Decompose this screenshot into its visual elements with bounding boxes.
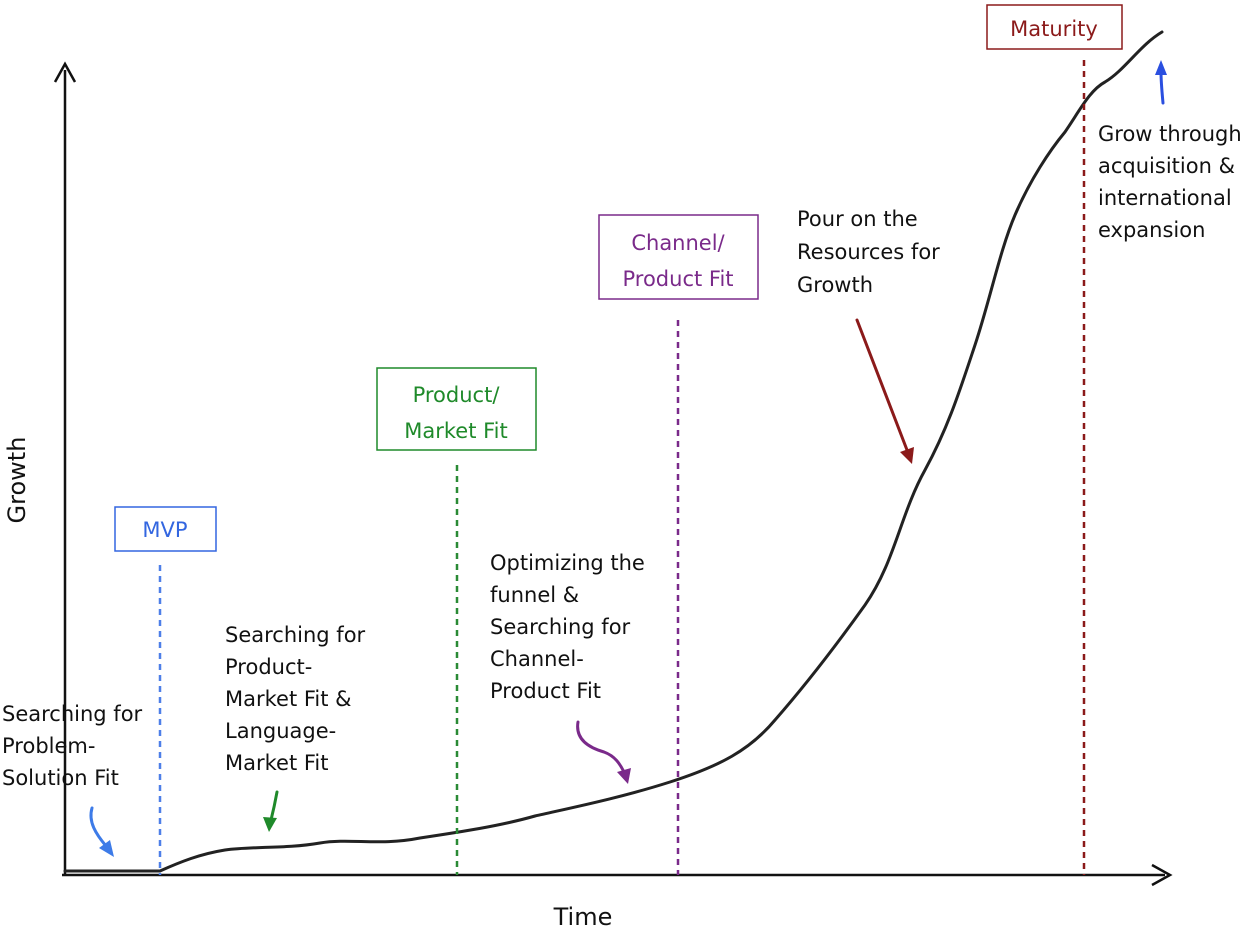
annotation-line: acquisition & xyxy=(1098,154,1235,178)
annotation-line: Solution Fit xyxy=(2,766,119,790)
maturity-label: Maturity xyxy=(1010,17,1098,41)
annotation-line: Optimizing the xyxy=(490,551,645,575)
acquisition-arrow-icon xyxy=(1155,60,1167,105)
annotation-optimizing: Optimizing the funnel & Searching for Ch… xyxy=(490,551,645,703)
channel-product-fit-label-line-2: Product Fit xyxy=(622,267,733,291)
annotation-line: international xyxy=(1098,186,1232,210)
annotation-resources: Pour on the Resources for Growth xyxy=(797,207,940,297)
mvp-label: MVP xyxy=(142,518,187,542)
maturity-box: Maturity xyxy=(986,4,1123,50)
annotation-line: Pour on the xyxy=(797,207,918,231)
annotation-line: Product- xyxy=(225,655,312,679)
annotation-acquisition: Grow through acquisition & international… xyxy=(1098,122,1242,242)
annotation-line: Searching for xyxy=(2,702,143,726)
product-market-fit-label-line-2: Market Fit xyxy=(404,419,507,443)
growth-curve xyxy=(63,30,1164,873)
annotation-line: Channel- xyxy=(490,647,584,671)
problem-solution-arrow-icon xyxy=(89,806,114,857)
channel-product-fit-label-line-1: Channel/ xyxy=(631,231,725,255)
annotation-line: expansion xyxy=(1098,218,1205,242)
annotation-line: Product Fit xyxy=(490,679,601,703)
resources-arrow-icon xyxy=(855,318,914,464)
y-axis-arrow-icon xyxy=(53,61,77,83)
annotation-line: Market Fit & xyxy=(225,687,352,711)
annotation-line: Searching for xyxy=(490,615,631,639)
x-axis-arrow-icon xyxy=(1151,863,1173,887)
mvp-box: MVP xyxy=(114,506,217,552)
optimizing-arrow-icon xyxy=(576,720,631,784)
annotation-problem-solution: Searching for Problem- Solution Fit xyxy=(2,702,143,790)
annotation-line: Market Fit xyxy=(225,751,328,775)
annotation-product-market: Searching for Product- Market Fit & Lang… xyxy=(225,623,366,775)
channel-product-fit-box: Channel/ Product Fit xyxy=(598,214,759,300)
annotation-line: Searching for xyxy=(225,623,366,647)
product-market-fit-label-line-1: Product/ xyxy=(413,383,501,407)
annotation-line: Language- xyxy=(225,719,336,743)
annotation-line: Resources for xyxy=(797,240,940,264)
product-market-fit-box: Product/ Market Fit xyxy=(376,367,537,451)
y-axis-label: Growth xyxy=(3,437,31,524)
annotation-line: Growth xyxy=(797,273,873,297)
x-axis-label: Time xyxy=(553,903,613,931)
product-market-arrow-icon xyxy=(263,790,279,832)
annotation-line: funnel & xyxy=(490,583,579,607)
annotation-line: Grow through xyxy=(1098,122,1242,146)
annotation-line: Problem- xyxy=(2,734,95,758)
